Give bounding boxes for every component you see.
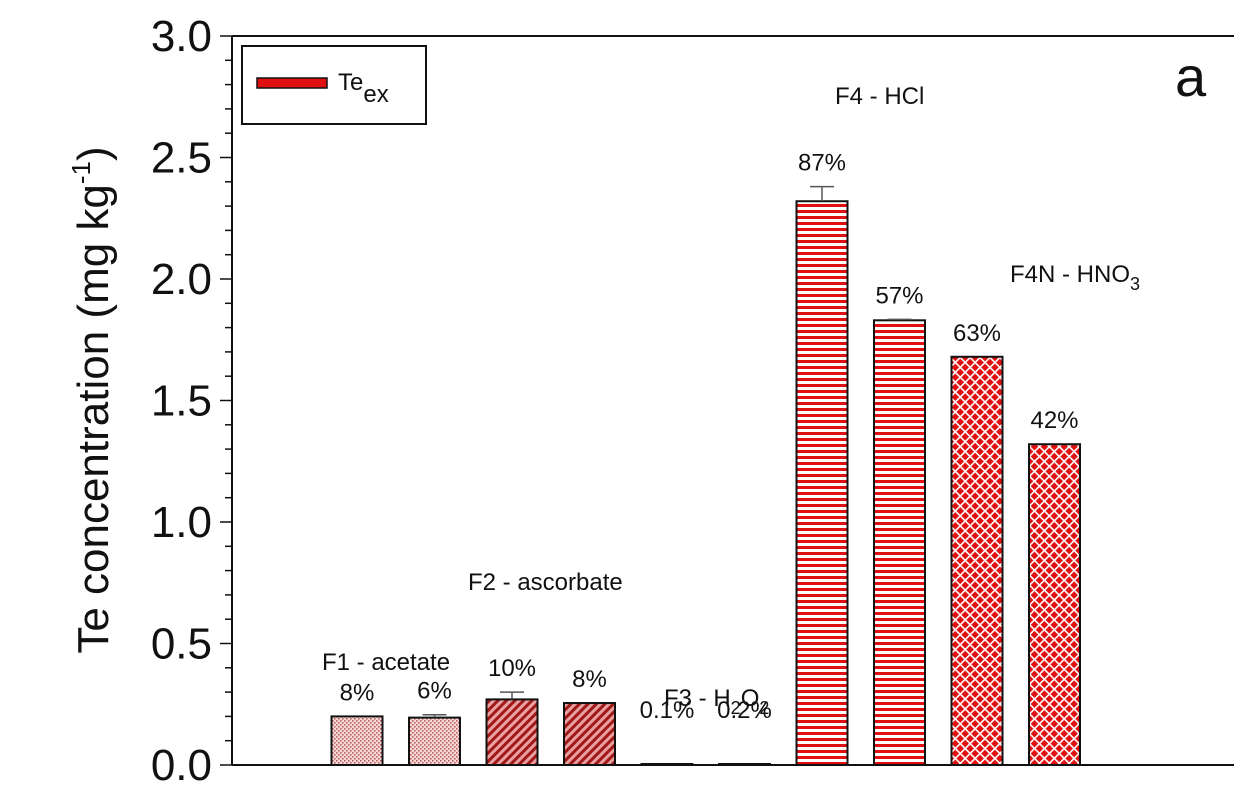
bar: [718, 763, 771, 766]
bar: [408, 716, 461, 766]
percent-label: 63%: [953, 320, 1001, 347]
percent-label: 57%: [875, 282, 923, 309]
bar: [950, 355, 1004, 766]
group-label-f1: F1 - acetate: [322, 649, 450, 676]
percent-label: 42%: [1030, 407, 1078, 434]
y-tick-label: 1.0: [151, 498, 212, 547]
percent-label: 6%: [417, 678, 452, 705]
panel-letter: a: [1175, 45, 1207, 108]
y-tick-label: 0.0: [151, 741, 212, 786]
bar: [1028, 443, 1081, 766]
bar: [330, 715, 384, 767]
group-label-f4n: F4N - HNO3: [1010, 261, 1140, 294]
group-label-f3: F3 - H2O2: [664, 685, 769, 718]
y-tick-label: 0.5: [151, 620, 212, 669]
percent-label: 8%: [340, 679, 375, 706]
group-label-f4: F4 - HCl: [835, 83, 924, 110]
percent-label: 10%: [488, 655, 536, 682]
y-tick-label: 3.0: [151, 12, 212, 61]
legend-label: Teex: [338, 69, 389, 108]
error-bars: [422, 185, 912, 718]
bar: [640, 763, 694, 766]
percent-labels: 8% 6% 10% 8% 0.1% 0.2% 87% 57% 63% 42%: [340, 150, 1079, 724]
y-tick-label: 2.0: [151, 255, 212, 304]
percent-label: 0.1%: [640, 697, 695, 724]
bars: [330, 200, 1081, 767]
percent-label: 0.2%: [717, 697, 772, 724]
bar: [485, 698, 539, 767]
bar: [795, 200, 849, 767]
bar: [873, 319, 926, 766]
percent-label: 87%: [798, 150, 846, 177]
y-ticks: [220, 35, 232, 766]
y-tick-label: 2.5: [151, 134, 212, 183]
bar: [563, 702, 616, 766]
y-axis-title: Te concentration (mg kg-1): [66, 146, 118, 653]
percent-label: 8%: [572, 666, 607, 693]
legend-swatch: [256, 77, 328, 89]
legend: Teex: [241, 45, 427, 125]
y-tick-labels: 0.0 0.5 1.0 1.5 2.0 2.5 3.0: [151, 12, 212, 786]
group-label-f2: F2 - ascorbate: [468, 569, 623, 596]
y-tick-label: 1.5: [151, 377, 212, 426]
